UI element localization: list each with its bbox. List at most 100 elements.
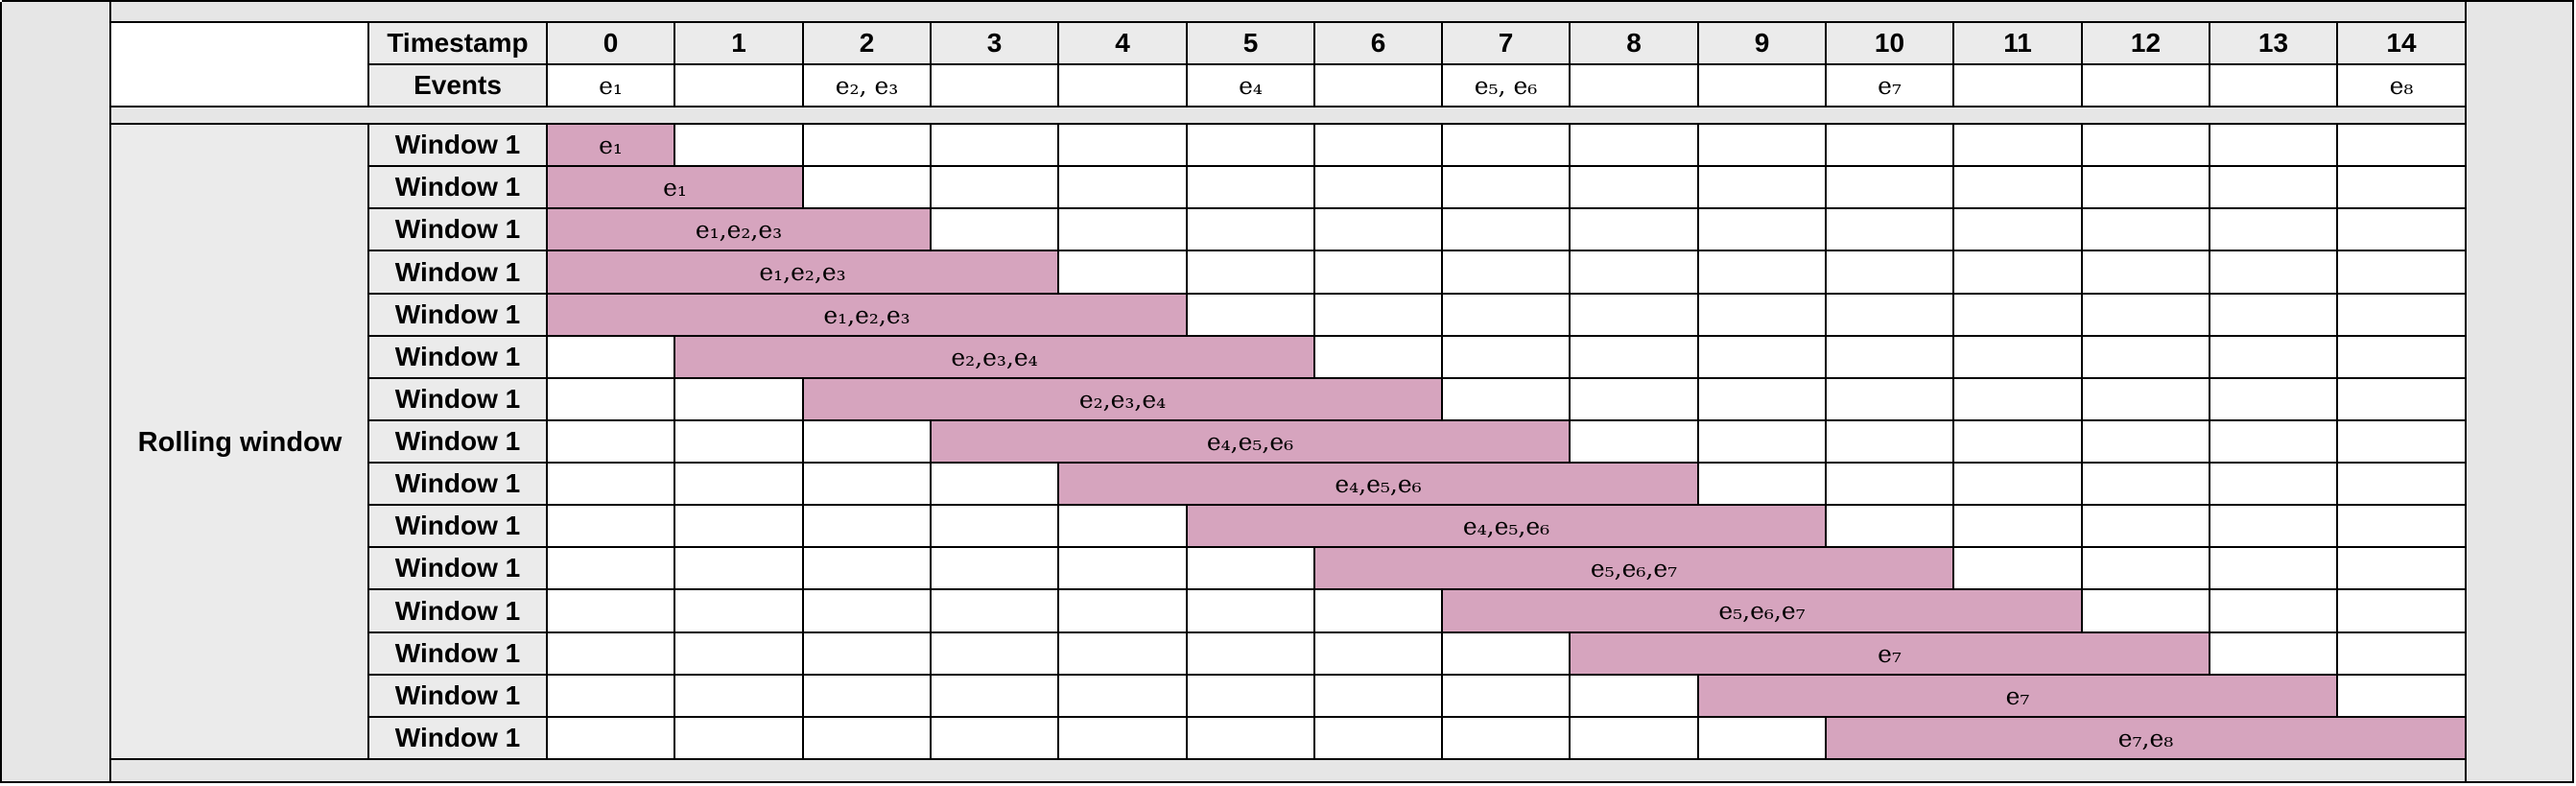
- timeline-cell: [2338, 209, 2467, 251]
- timeline-cell: [1954, 295, 2083, 337]
- timeline-cell: [932, 718, 1059, 760]
- timeline-cell: [2338, 464, 2467, 506]
- timeline-cell: [1059, 506, 1188, 548]
- timeline-cell: [1699, 251, 1827, 295]
- event-cell: e₇: [1827, 65, 1954, 107]
- window-row-label: Window 1: [369, 548, 548, 590]
- timeline-cell: [548, 548, 675, 590]
- timeline-cell: [2083, 251, 2210, 295]
- timestamp-cell: 5: [1188, 23, 1315, 65]
- timeline-cell: [1954, 251, 2083, 295]
- left-margin: [2, 2, 110, 783]
- timeline-cell: [932, 676, 1059, 718]
- event-cell: [1571, 65, 1699, 107]
- timeline-cell: [1954, 464, 2083, 506]
- timeline-cell: [1315, 167, 1443, 209]
- timeline-cell: [932, 506, 1059, 548]
- grid-line: [110, 758, 2467, 760]
- separator-strip: [110, 107, 2467, 125]
- window-row-label: Window 1: [369, 718, 548, 760]
- grid-line: [109, 2, 111, 783]
- timeline-cell: [804, 506, 932, 548]
- timeline-cell: [675, 379, 804, 421]
- timeline-cell: [1443, 676, 1571, 718]
- window-row-label: Window 1: [369, 167, 548, 209]
- timeline-cell: [1699, 379, 1827, 421]
- timeline-cell: [932, 548, 1059, 590]
- window-span: e₂,e₃,e₄: [804, 379, 1443, 421]
- timeline-cell: [1188, 251, 1315, 295]
- timestamp-cell: 2: [804, 23, 932, 65]
- timeline-cell: [2083, 295, 2210, 337]
- timeline-cell: [1954, 379, 2083, 421]
- timeline-cell: [1443, 209, 1571, 251]
- timeline-cell: [2210, 548, 2338, 590]
- timeline-cell: [932, 125, 1059, 167]
- timeline-cell: [2210, 464, 2338, 506]
- grid-line: [2, 0, 2574, 2]
- timeline-cell: [2210, 633, 2338, 676]
- timeline-cell: [2338, 125, 2467, 167]
- timeline-cell: [675, 421, 804, 464]
- timeline-cell: [1571, 676, 1699, 718]
- timeline-cell: [2338, 167, 2467, 209]
- window-row-label: Window 1: [369, 251, 548, 295]
- timeline-cell: [1699, 295, 1827, 337]
- timeline-cell: [2083, 464, 2210, 506]
- timeline-cell: [675, 718, 804, 760]
- event-cell: e₈: [2338, 65, 2467, 107]
- window-row-label: Window 1: [369, 633, 548, 676]
- timeline-cell: [2210, 337, 2338, 379]
- timeline-cell: [675, 633, 804, 676]
- grid-line: [367, 125, 369, 760]
- timeline-cell: [1699, 718, 1827, 760]
- timeline-cell: [675, 506, 804, 548]
- timeline-cell: [804, 464, 932, 506]
- timeline-cell: [2083, 548, 2210, 590]
- window-span: e₄,e₅,e₆: [932, 421, 1571, 464]
- timeline-cell: [1827, 337, 1954, 379]
- timeline-cell: [675, 590, 804, 633]
- timeline-cell: [1059, 251, 1188, 295]
- window-span: e₄,e₅,e₆: [1188, 506, 1827, 548]
- timeline-cell: [2210, 295, 2338, 337]
- timeline-cell: [1188, 633, 1315, 676]
- timeline-cell: [932, 464, 1059, 506]
- event-cell: e₅, e₆: [1443, 65, 1571, 107]
- timeline-cell: [1571, 379, 1699, 421]
- timeline-cell: [1059, 167, 1188, 209]
- timeline-cell: [1315, 590, 1443, 633]
- timeline-cell: [1954, 421, 2083, 464]
- grid-line: [2465, 2, 2467, 783]
- window-span: e₇,e₈: [1827, 718, 2467, 760]
- timeline-cell: [2083, 337, 2210, 379]
- timeline-cell: [1827, 295, 1954, 337]
- timestamp-cell: 13: [2210, 23, 2338, 65]
- timeline-cell: [1827, 464, 1954, 506]
- timeline-cell: [932, 167, 1059, 209]
- timeline-cell: [804, 718, 932, 760]
- timestamp-cell: 4: [1059, 23, 1188, 65]
- timeline-cell: [1443, 251, 1571, 295]
- timeline-cell: [1059, 590, 1188, 633]
- timeline-cell: [1188, 590, 1315, 633]
- window-span: e₁,e₂,e₃: [548, 295, 1188, 337]
- timeline-cell: [1188, 295, 1315, 337]
- timeline-cell: [1571, 125, 1699, 167]
- timeline-cell: [1188, 548, 1315, 590]
- timeline-cell: [1571, 337, 1699, 379]
- timeline-cell: [1443, 633, 1571, 676]
- timeline-cell: [1954, 506, 2083, 548]
- grid-line: [2572, 2, 2574, 783]
- timeline-cell: [1059, 209, 1188, 251]
- timestamp-cell: 14: [2338, 23, 2467, 65]
- event-cell: e₂, e₃: [804, 65, 932, 107]
- timeline-cell: [1954, 548, 2083, 590]
- timeline-cell: [1571, 209, 1699, 251]
- window-row-label: Window 1: [369, 295, 548, 337]
- timeline-cell: [1699, 464, 1827, 506]
- grid-line: [367, 23, 369, 107]
- window-span: e₅,e₆,e₇: [1315, 548, 1954, 590]
- window-span: e₇: [1571, 633, 2210, 676]
